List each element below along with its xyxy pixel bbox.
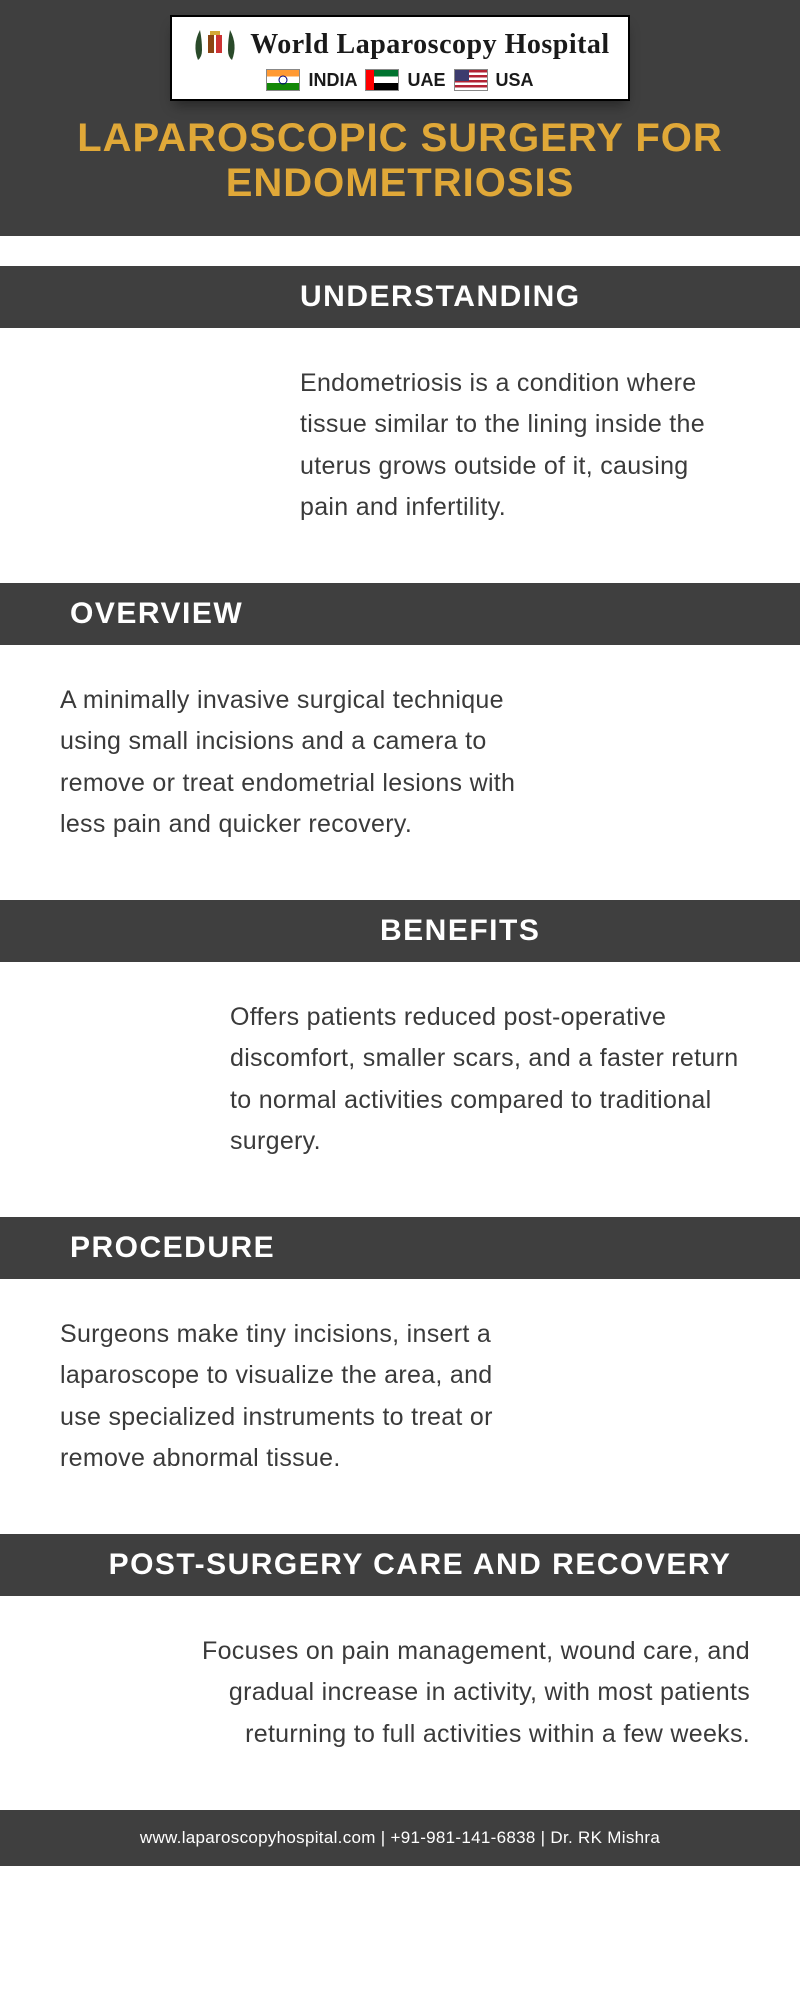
section-heading-recovery: POST-SURGERY CARE AND RECOVERY <box>0 1534 800 1596</box>
hospital-name: World Laparoscopy Hospital <box>250 29 609 61</box>
page-title: LAPAROSCOPIC SURGERY FOR ENDOMETRIOSIS <box>0 101 800 206</box>
laurel-icon <box>190 25 240 65</box>
section-heading-overview: OVERVIEW <box>0 583 800 645</box>
section-body-overview: A minimally invasive surgical technique … <box>0 645 800 900</box>
hospital-logo: World Laparoscopy Hospital INDIA UAE USA <box>170 15 630 101</box>
section-body-understanding: Endometriosis is a condition where tissu… <box>0 328 800 583</box>
spacer <box>0 236 800 266</box>
footer-contact: www.laparoscopyhospital.com | +91-981-14… <box>0 1810 800 1866</box>
flag-uae-icon <box>365 69 399 91</box>
flag-india-icon <box>266 69 300 91</box>
flag-usa-icon <box>454 69 488 91</box>
header-band: World Laparoscopy Hospital INDIA UAE USA… <box>0 0 800 236</box>
country-usa: USA <box>496 70 534 91</box>
section-body-benefits: Offers patients reduced post-operative d… <box>0 962 800 1217</box>
section-body-procedure: Surgeons make tiny incisions, insert a l… <box>0 1279 800 1534</box>
section-body-recovery: Focuses on pain management, wound care, … <box>0 1596 800 1810</box>
country-uae: UAE <box>407 70 445 91</box>
section-heading-procedure: PROCEDURE <box>0 1217 800 1279</box>
section-heading-understanding: UNDERSTANDING <box>0 266 800 328</box>
logo-countries-row: INDIA UAE USA <box>184 69 616 91</box>
country-india: INDIA <box>308 70 357 91</box>
section-heading-benefits: BENEFITS <box>0 900 800 962</box>
logo-top-row: World Laparoscopy Hospital <box>184 25 616 65</box>
